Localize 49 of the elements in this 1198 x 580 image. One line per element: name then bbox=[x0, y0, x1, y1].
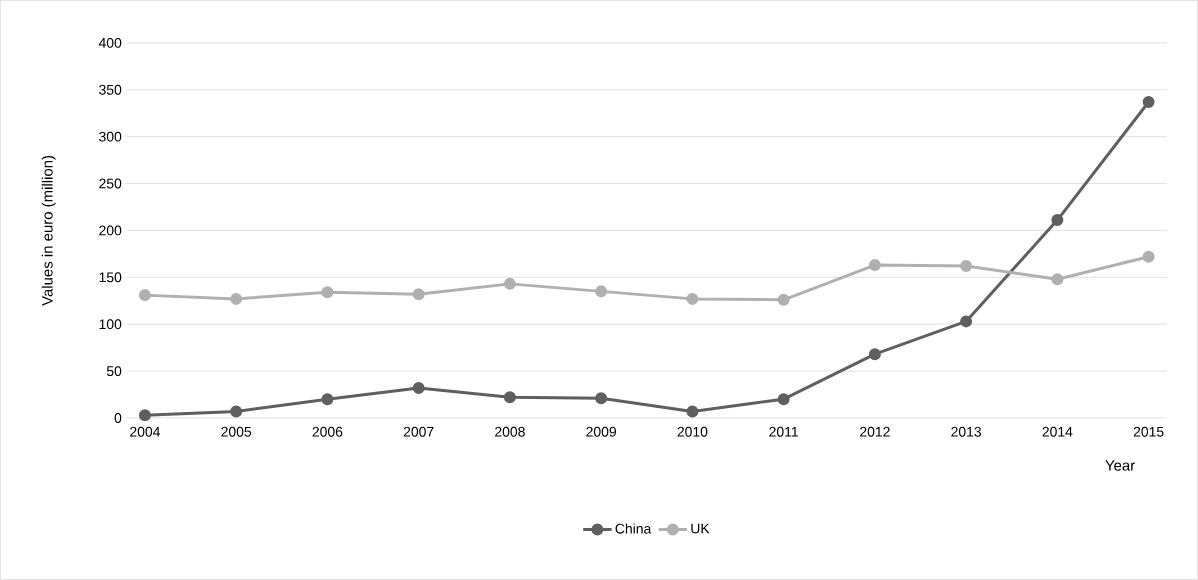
y-tick-label: 350 bbox=[99, 84, 122, 95]
x-tick-label: 2006 bbox=[312, 426, 343, 437]
y-tick-label: 250 bbox=[99, 178, 122, 189]
point bbox=[1142, 250, 1155, 263]
point bbox=[960, 315, 973, 328]
y-tick-label: 100 bbox=[99, 319, 122, 330]
legend-label: China bbox=[615, 523, 652, 534]
x-tick-label: 2014 bbox=[1042, 426, 1073, 437]
x-tick-label: 2015 bbox=[1133, 426, 1164, 437]
y-tick-label: 150 bbox=[99, 272, 122, 283]
x-axis-title: Year bbox=[1105, 460, 1135, 471]
point bbox=[1051, 214, 1064, 227]
legend-label: UK bbox=[691, 523, 710, 534]
x-tick-label: 2013 bbox=[951, 426, 982, 437]
x-tick-label: 2011 bbox=[769, 426, 798, 437]
point bbox=[868, 348, 881, 361]
point bbox=[321, 286, 334, 299]
point bbox=[1142, 96, 1155, 109]
point bbox=[503, 391, 516, 404]
point bbox=[960, 260, 973, 273]
point bbox=[138, 289, 151, 302]
y-tick-label: 400 bbox=[98, 37, 122, 48]
y-tick-label: 300 bbox=[99, 131, 122, 142]
point bbox=[595, 285, 608, 298]
point bbox=[230, 405, 243, 418]
point bbox=[321, 393, 334, 406]
y-tick-label: 50 bbox=[106, 366, 122, 377]
point bbox=[138, 409, 151, 422]
x-tick-label: 2008 bbox=[495, 426, 525, 437]
point bbox=[777, 293, 790, 306]
x-tick-label: 2010 bbox=[677, 426, 708, 437]
point bbox=[1051, 273, 1064, 286]
y-axis-title: Values in euro (million) bbox=[41, 155, 56, 306]
point bbox=[412, 288, 425, 301]
point bbox=[412, 382, 425, 395]
point bbox=[868, 259, 881, 272]
point bbox=[777, 393, 790, 406]
y-tick-label: 200 bbox=[99, 225, 122, 236]
x-tick-label: 2009 bbox=[586, 426, 616, 437]
x-tick-label: 2012 bbox=[860, 426, 890, 437]
point bbox=[686, 405, 699, 418]
x-tick-label: 2004 bbox=[130, 426, 161, 437]
point bbox=[595, 392, 608, 405]
y-tick-label: 0 bbox=[114, 413, 122, 423]
x-tick-label: 2005 bbox=[221, 426, 252, 437]
point bbox=[686, 292, 699, 305]
point bbox=[230, 292, 243, 305]
x-tick-label: 2007 bbox=[403, 426, 434, 437]
point bbox=[503, 277, 516, 290]
